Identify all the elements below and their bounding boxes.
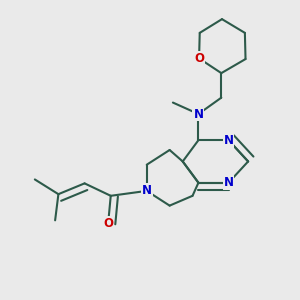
Text: O: O: [103, 217, 113, 230]
Text: O: O: [194, 52, 204, 65]
Text: N: N: [142, 184, 152, 197]
Text: N: N: [194, 107, 203, 121]
Text: N: N: [224, 176, 233, 189]
Text: N: N: [224, 134, 233, 147]
